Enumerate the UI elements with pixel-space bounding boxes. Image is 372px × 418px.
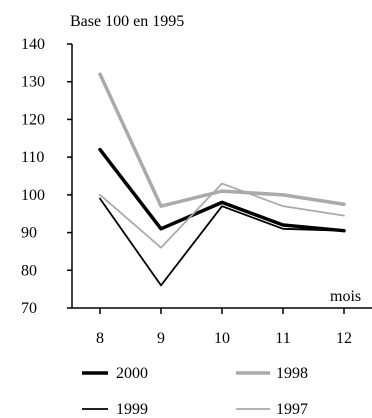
y-tick-label: 110	[21, 149, 44, 166]
legend-label-1997: 1997	[276, 401, 308, 418]
legend-label-1999: 1999	[116, 401, 148, 418]
x-tick-label: 9	[157, 330, 165, 347]
legend: 2000 1998 1999 1997	[82, 365, 308, 418]
legend-label-2000: 2000	[116, 365, 148, 382]
y-tick-label: 80	[21, 262, 37, 279]
x-axis: 8 9 10 11 12	[72, 307, 372, 347]
chart-title: Base 100 en 1995	[70, 13, 184, 30]
x-tick-label: 8	[96, 330, 104, 347]
x-tick-label: 12	[336, 330, 352, 347]
y-tick-label: 120	[21, 111, 45, 128]
y-tick-label: 140	[21, 36, 45, 53]
y-tick-label: 90	[21, 225, 37, 242]
x-tick-label: 10	[214, 330, 230, 347]
series-group	[98, 72, 346, 287]
series-line-2000	[98, 147, 346, 233]
legend-label-1998: 1998	[276, 365, 308, 382]
y-tick-label: 100	[21, 187, 45, 204]
series-line-1998	[98, 72, 346, 208]
x-tick-label: 11	[275, 330, 290, 347]
y-tick-label: 70	[21, 300, 37, 317]
x-axis-label: mois	[330, 288, 361, 305]
y-tick-label: 130	[21, 74, 45, 91]
series-line-1997	[99, 182, 345, 249]
series-line-1999	[99, 197, 345, 287]
y-axis: 70 80 90 100 110 120 130 140	[21, 36, 73, 317]
